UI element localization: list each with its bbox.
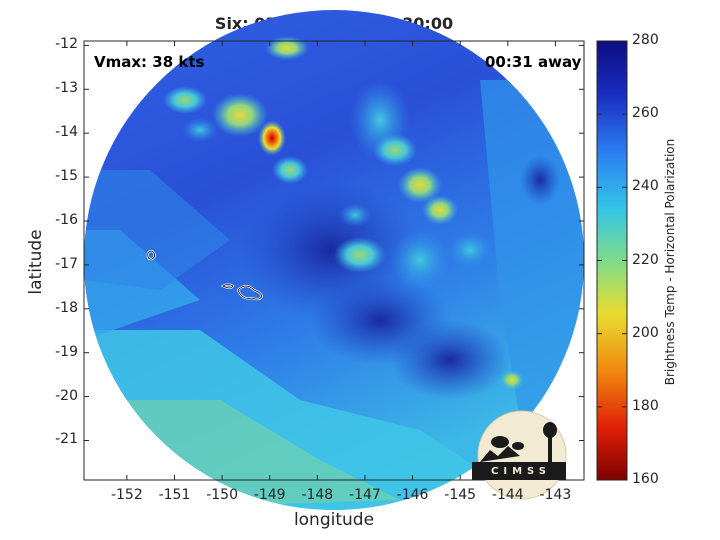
cimss-logo-text: CIMSS [491, 466, 551, 477]
y-tick-label: -20 [55, 387, 78, 404]
colorbar-tick-label: 180 [632, 397, 659, 414]
x-tick-label: -143 [539, 487, 572, 503]
y-tick-label: -16 [55, 211, 78, 228]
x-tick-label: -151 [158, 487, 191, 503]
y-tick-label: -17 [55, 255, 78, 272]
colorbar-tick-label: 160 [632, 471, 659, 487]
colorbar-tick-label: 280 [632, 32, 659, 48]
colorbar-tick-label: 260 [632, 105, 659, 122]
colorbar-tick-label: 240 [632, 178, 659, 195]
colorbar-label: Brightness Temp - Horizontal Polarizatio… [663, 138, 677, 386]
x-tick-label: -148 [301, 487, 334, 503]
x-tick-label: -146 [396, 487, 429, 503]
vmax-label: Vmax: 38 kts [94, 53, 205, 71]
swath-field [84, 10, 584, 510]
y-tick-label: -15 [55, 168, 78, 185]
x-tick-label: -150 [206, 487, 238, 503]
y-tick-label: -14 [55, 124, 78, 141]
x-tick-label: -149 [253, 487, 286, 503]
axes-box [83, 40, 585, 481]
y-tick-label: -21 [55, 431, 78, 448]
x-axis-label: longitude [293, 510, 375, 530]
y-tick-label: -13 [55, 80, 78, 97]
y-tick-label: -19 [55, 343, 78, 360]
x-tick-label: -144 [491, 487, 524, 503]
y-axis-label: latitude [26, 229, 46, 295]
x-tick-label: -147 [349, 487, 381, 503]
cimss-logo [472, 410, 567, 500]
x-tick-label: -152 [110, 487, 143, 503]
y-tick-label: -18 [55, 299, 78, 316]
y-tick-label: -12 [55, 36, 78, 53]
colorbar-tick-label: 200 [632, 324, 659, 341]
time-away-label: 00:31 away [485, 53, 582, 71]
colorbar-tick-label: 220 [632, 251, 659, 268]
x-tick-label: -145 [444, 487, 477, 503]
